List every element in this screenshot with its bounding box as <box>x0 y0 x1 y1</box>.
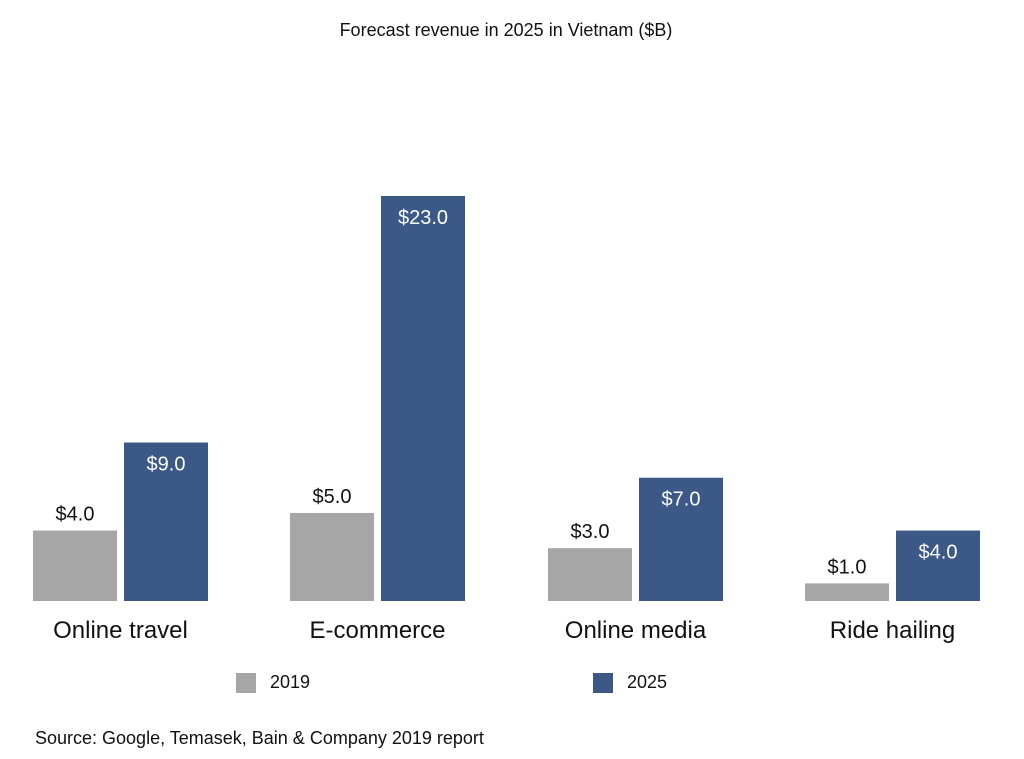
data-label-2025-3: $4.0 <box>919 542 958 564</box>
bar-2019-3 <box>805 583 889 601</box>
bar-chart: $4.0 $9.0 Online travel $5.0 $23.0 E-commerce… <box>33 196 980 644</box>
category-label-3: Ride hailing <box>830 617 955 644</box>
legend-item-2025: 2025 <box>593 672 667 693</box>
bar-2025-1 <box>381 196 465 601</box>
bar-2025-0 <box>124 442 208 601</box>
category-label-1: E-commerce <box>309 617 445 644</box>
legend-label-2019: 2019 <box>270 672 311 692</box>
bar-2019-1 <box>290 512 374 601</box>
data-label-2025-1: $23.0 <box>398 207 448 229</box>
data-label-2019-1: $5.0 <box>313 486 352 508</box>
legend-swatch-2019 <box>236 672 256 693</box>
data-label-2025-2: $7.0 <box>662 489 701 511</box>
data-label-2025-0: $9.0 <box>147 454 186 476</box>
data-label-2019-0: $4.0 <box>56 504 95 526</box>
data-label-2019-3: $1.0 <box>828 556 867 578</box>
chart-title: Forecast revenue in 2025 in Vietnam ($B) <box>339 20 673 40</box>
legend-item-2019: 2019 <box>236 672 310 693</box>
bar-2019-0 <box>33 530 117 601</box>
bar-2025-3 <box>896 530 980 601</box>
bar-2019-2 <box>548 548 632 601</box>
legend-label-2025: 2025 <box>627 672 668 692</box>
category-label-0: Online travel <box>53 617 188 644</box>
legend-swatch-2025 <box>593 672 613 693</box>
data-label-2019-2: $3.0 <box>571 521 610 543</box>
bar-2025-2 <box>639 477 723 601</box>
category-label-2: Online media <box>565 617 707 644</box>
source-note: Source: Google, Temasek, Bain & Company … <box>35 728 484 748</box>
